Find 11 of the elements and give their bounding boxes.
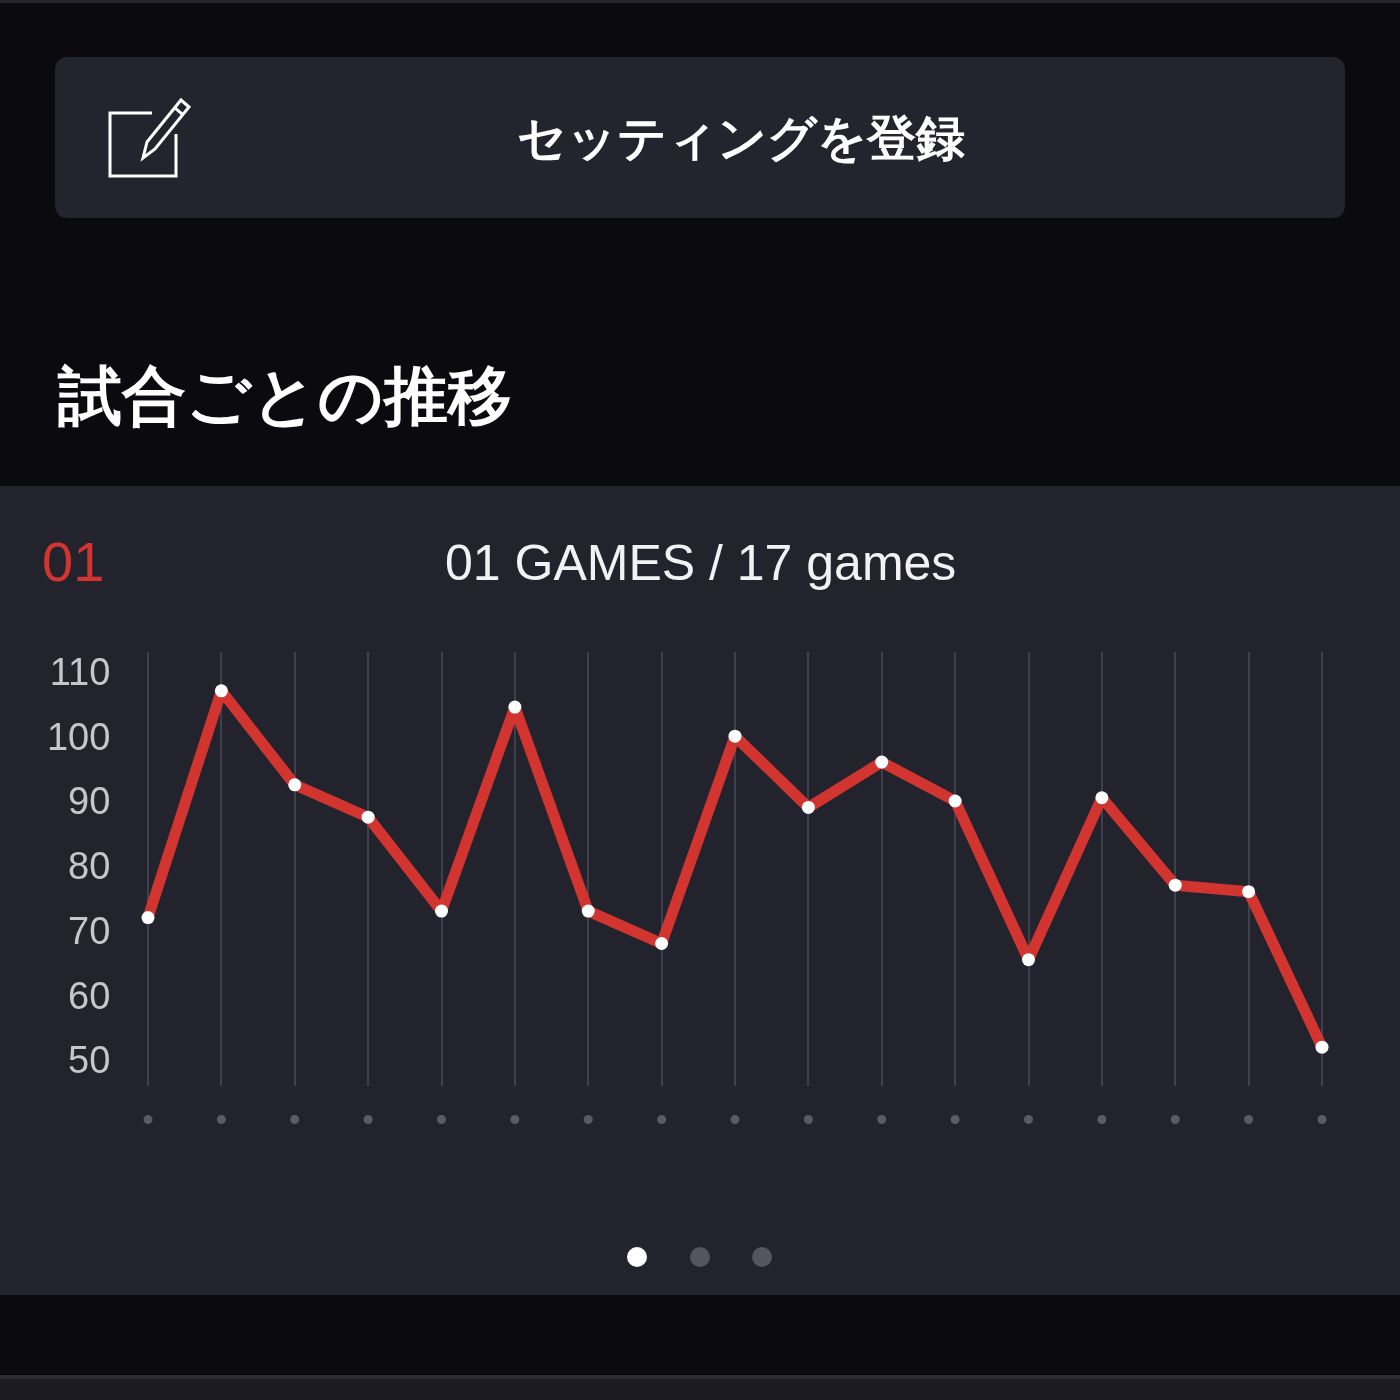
y-tick-label: 70: [68, 909, 111, 952]
y-tick-label: 110: [49, 650, 111, 693]
y-tick-label: 60: [68, 974, 111, 1017]
y-tick-label: 50: [68, 1039, 111, 1082]
text: セッティングを登録: [517, 111, 965, 165]
text: 01: [42, 530, 105, 593]
y-tick-label: 90: [68, 780, 111, 823]
chart-title: 試合ごとの推移: [57, 360, 512, 433]
y-tick-label: 100: [46, 715, 111, 758]
y-tick-label: 80: [68, 845, 111, 888]
chart-subtitle: 01 GAMES / 17 games: [445, 535, 957, 591]
